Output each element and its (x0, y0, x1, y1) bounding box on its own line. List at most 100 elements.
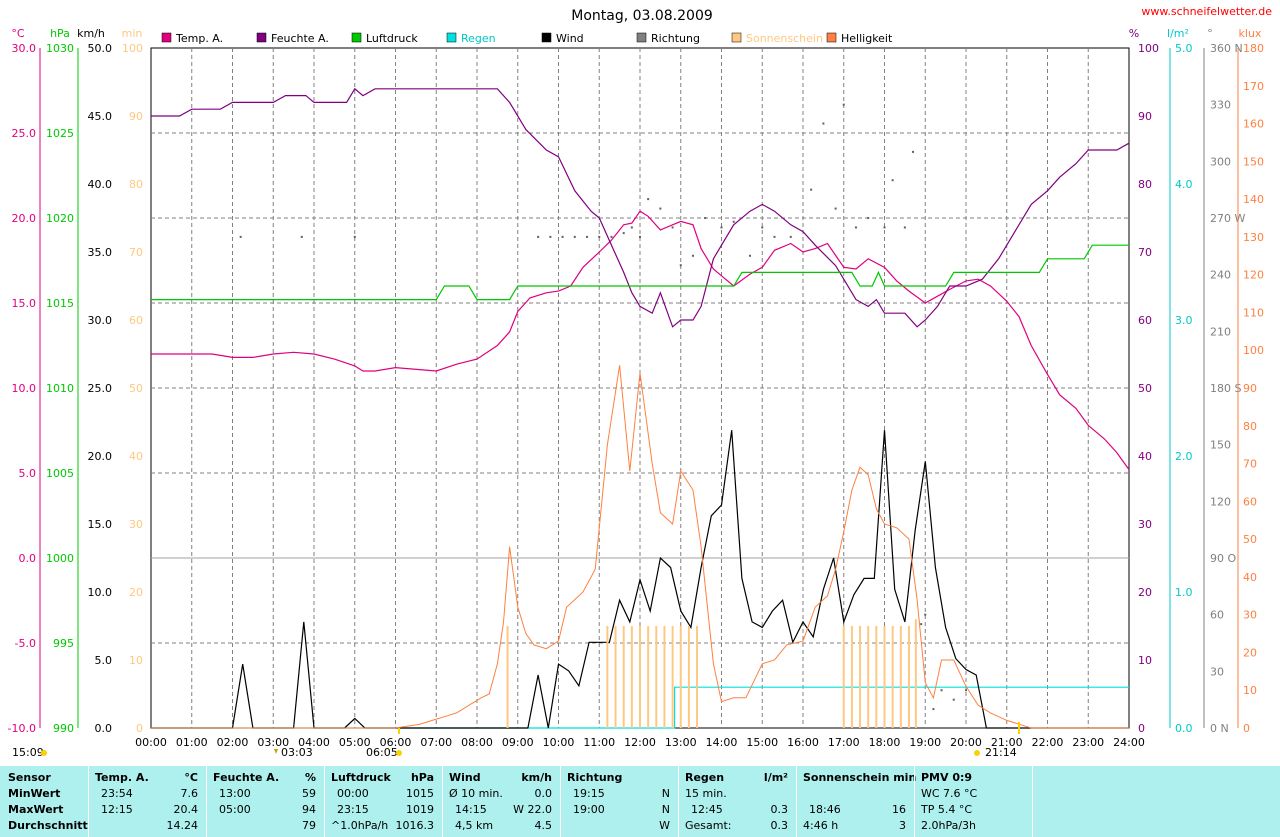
sun-icon (41, 750, 47, 756)
time-tick-label: 15:00 (746, 736, 778, 749)
humidity-tick-label: 30 (1138, 518, 1152, 531)
series-richtung-point (883, 226, 886, 229)
legend-label: Richtung (651, 32, 700, 45)
lux-tick-label: 0 (1243, 722, 1250, 735)
data-series (151, 87, 1130, 729)
lux-tick-label: 150 (1243, 155, 1264, 168)
lux-tick-label: 50 (1243, 533, 1257, 546)
series-richtung-point (586, 235, 589, 238)
sun-tick-label: 70 (129, 246, 143, 259)
humidity-tick-label: 10 (1138, 654, 1152, 667)
time-tick-label: 04:00 (298, 736, 330, 749)
series-richtung-point (924, 613, 927, 616)
series-richtung-point (720, 226, 723, 229)
stats-hum-avg: 79 (302, 819, 316, 832)
legend-swatch (636, 32, 647, 43)
time-tick-label: 10:00 (543, 736, 575, 749)
stats-sun-row2: 16 (892, 803, 906, 816)
stats-pmv-row1: WC 7.6 °C (921, 787, 978, 800)
time-tick-label: 22:00 (1032, 736, 1064, 749)
legend-label: Helligkeit (841, 32, 893, 45)
rain-tick-label: 2.0 (1175, 450, 1193, 463)
sun-tick-label: 60 (129, 314, 143, 327)
humidity-unit-label: % (1129, 27, 1139, 40)
lux-tick-label: 60 (1243, 495, 1257, 508)
dir-tick-label: 210 (1210, 325, 1231, 338)
stats-sun-col: Sonnenschein min 18:46 16 4:46 h 3 (797, 766, 916, 837)
lux-tick-label: 180 (1243, 42, 1264, 55)
series-richtung-point (932, 708, 935, 711)
series-richtung-point (630, 226, 633, 229)
wind-tick-label: 50.0 (88, 42, 113, 55)
stats-press-min: 1015 (406, 787, 434, 800)
site-link[interactable]: www.schneifelwetter.de (1141, 5, 1272, 18)
temp-tick-label: 20.0 (12, 212, 37, 225)
legend-swatch (446, 32, 457, 43)
time-tick-label: 03:00 (257, 736, 289, 749)
temp-tick-label: 25.0 (12, 127, 37, 140)
dir-tick-label: 120 (1210, 495, 1231, 508)
left-axes: 30.025.020.015.010.05.00.0-5.0-10.0°C103… (8, 27, 143, 735)
humidity-tick-label: 50 (1138, 382, 1152, 395)
stats-wind-row1-label: Ø 10 min. (449, 787, 503, 800)
series-richtung-point (537, 235, 540, 238)
stats-row-label: Durchschnitt (8, 819, 88, 832)
wind-tick-label: 35.0 (88, 246, 113, 259)
stats-press-max-time: 23:15 (337, 803, 369, 816)
series-luftdruck-line (151, 244, 1129, 301)
series-richtung-point (659, 207, 662, 210)
humidity-tick-label: 40 (1138, 450, 1152, 463)
stats-hum-col: Feuchte A. % 13:00 59 05:00 94 79 (207, 766, 324, 837)
stats-wind-header: Wind (449, 771, 481, 784)
stats-press-avg: 1016.3 (395, 819, 435, 832)
series-richtung-point (810, 188, 813, 191)
lux-tick-label: 140 (1243, 193, 1264, 206)
temp-tick-label: 30.0 (12, 42, 37, 55)
series-richtung-point (704, 217, 707, 219)
humidity-tick-label: 100 (1138, 42, 1159, 55)
right-axes: 1009080706050403020100%5.04.03.02.01.00.… (1129, 27, 1264, 735)
sun-tick-label: 30 (129, 518, 143, 531)
humidity-tick-label: 20 (1138, 586, 1152, 599)
temp-tick-label: -5.0 (15, 637, 36, 650)
series-richtung-point (561, 235, 564, 238)
time-tick-label: 06:00 (380, 736, 412, 749)
dir-tick-label: 360 N (1210, 42, 1243, 55)
rain-tick-label: 4.0 (1175, 178, 1193, 191)
stats-pmv-row3: 2.0hPa/3h (921, 819, 977, 832)
dir-tick-label: 270 W (1210, 212, 1245, 225)
stats-pmv-col: PMV 0:9 WC 7.6 °C TP 5.4 °C 2.0hPa/3h (915, 766, 1032, 837)
stats-sensor-header: Sensor (8, 771, 51, 784)
series-richtung-point (854, 226, 857, 229)
legend-label: Temp. A. (175, 32, 223, 45)
temp-tick-label: 10.0 (12, 382, 37, 395)
pressure-tick-label: 1030 (46, 42, 74, 55)
stats-sun-row2-label: 18:46 (809, 803, 841, 816)
stats-hum-header: Feuchte A. (213, 771, 280, 784)
lux-tick-label: 90 (1243, 382, 1257, 395)
stats-rain-row3: 0.3 (770, 819, 789, 832)
series-richtung-point (834, 207, 837, 210)
time-axis: 00:00 01:00 02:00 03:00 04:00 05:00 06:00 07:00… (135, 736, 1145, 749)
legend-swatch (541, 32, 552, 43)
weather-chart: 30.025.020.015.010.05.00.0-5.0-10.0°C103… (8, 5, 1273, 759)
time-tick-label: 07:00 (420, 736, 452, 749)
legend-swatch (256, 32, 267, 43)
stats-dir-row1-time: 19:15 (573, 787, 605, 800)
time-tick-label: 11:00 (583, 736, 615, 749)
sunset-label: 21:14 (985, 746, 1017, 759)
series-richtung-point (671, 226, 674, 229)
series-richtung-point (920, 623, 923, 626)
stats-sensor-col: Sensor MinWert MaxWert Durchschnitt (0, 766, 88, 837)
lux-tick-label: 160 (1243, 118, 1264, 131)
legend-swatch (161, 32, 172, 43)
stats-pmv-row2: TP 5.4 °C (921, 803, 973, 816)
temp-tick-label: 15.0 (12, 297, 37, 310)
stats-row-label: MinWert (8, 787, 61, 800)
series-richtung-point (842, 103, 845, 106)
dir-tick-label: 90 O (1210, 552, 1236, 565)
humidity-tick-label: 0 (1138, 722, 1145, 735)
wind-tick-label: 15.0 (88, 518, 113, 531)
rain-tick-label: 0.0 (1175, 722, 1193, 735)
pressure-tick-label: 1010 (46, 382, 74, 395)
